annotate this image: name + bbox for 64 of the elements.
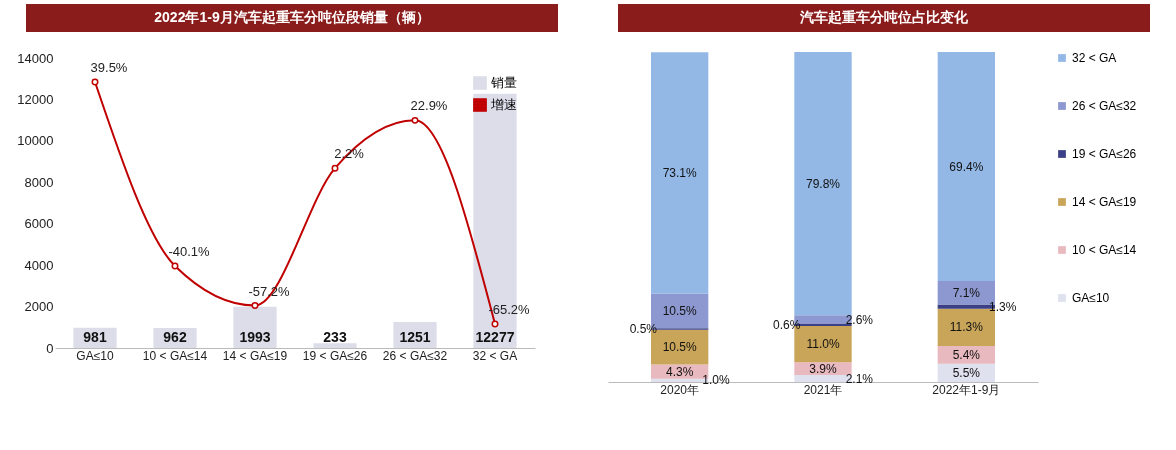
data-label: 0.6% <box>772 317 801 332</box>
y-tick-label: 4000 <box>24 257 54 273</box>
x-tick-label: 14 < GA≤19 <box>222 348 288 363</box>
data-label: 3.9% <box>809 361 837 376</box>
x-tick-label: 10 < GA≤14 <box>142 348 208 363</box>
data-label: 79.8% <box>805 176 841 191</box>
x-tick-label: GA≤10 <box>76 348 114 363</box>
legend-label: 增速 <box>490 97 517 112</box>
data-label: 7.1% <box>952 285 981 300</box>
y-tick-label: 0 <box>46 340 54 356</box>
data-label: 981 <box>83 329 107 345</box>
point <box>411 116 419 124</box>
legend-label: 销量 <box>490 75 517 90</box>
point <box>91 78 99 86</box>
data-label: 233 <box>323 329 347 345</box>
x-tick-label: 2021年 <box>803 382 843 397</box>
data-label: 11.3% <box>949 320 984 335</box>
legend-label: GA≤10 <box>1072 291 1110 305</box>
y-tick-label: 6000 <box>24 216 54 232</box>
data-label: -40.1% <box>168 243 211 259</box>
data-label: 5.4% <box>952 347 981 362</box>
x-tick-label: 2020年 <box>660 382 700 397</box>
bar <box>313 343 357 348</box>
x-tick-label: 26 < GA≤32 <box>382 348 448 363</box>
bar <box>794 52 852 316</box>
data-label: 4.3% <box>665 364 694 379</box>
data-label: 69.4% <box>949 159 984 174</box>
y-tick-label: 10000 <box>17 133 54 149</box>
bar <box>937 52 995 282</box>
data-label: 2.1% <box>845 371 874 386</box>
chart-title: 2022年1-9月汽车起重车分吨位段销量（辆） <box>26 4 558 32</box>
point <box>251 302 259 309</box>
legend-label: 19 < GA≤26 <box>1072 147 1137 161</box>
legend-label: 10 < GA≤14 <box>1072 243 1137 257</box>
data-label: 5.5% <box>952 365 981 380</box>
point <box>331 164 339 172</box>
data-label: 73.1% <box>662 165 698 180</box>
data-label: 11.0% <box>806 337 840 352</box>
legend-label: 14 < GA≤19 <box>1072 195 1137 209</box>
data-label: 0.5% <box>629 322 658 337</box>
data-label: 22.9% <box>410 98 448 114</box>
data-label: 1.0% <box>702 373 731 388</box>
x-tick-label: 2022年1-9月 <box>932 382 1001 397</box>
y-tick-label: 2000 <box>24 299 54 315</box>
data-label: 1251 <box>399 329 431 345</box>
data-label: 962 <box>163 329 187 345</box>
point <box>171 262 179 270</box>
x-tick-label: 19 < GA≤26 <box>302 348 368 363</box>
x-tick-label: 32 < GA <box>472 348 518 363</box>
data-label: 1.3% <box>989 299 1017 314</box>
data-label: 10.5% <box>662 340 698 355</box>
bar <box>651 52 709 294</box>
y-tick-label: 8000 <box>24 174 54 190</box>
data-label: 2.6% <box>845 312 874 327</box>
y-tick-label: 12000 <box>17 91 54 107</box>
data-label: 1993 <box>239 329 271 345</box>
legend-label: 26 < GA≤32 <box>1072 99 1137 113</box>
y-tick-label: 14000 <box>17 50 54 66</box>
point <box>491 320 499 328</box>
legend-label: 32 < GA <box>1072 51 1117 65</box>
data-label: 39.5% <box>90 60 128 75</box>
data-label: 10.5% <box>662 303 698 318</box>
chart-title: 汽车起重车分吨位占比变化 <box>618 4 1150 32</box>
data-label: 12277 <box>475 329 515 345</box>
